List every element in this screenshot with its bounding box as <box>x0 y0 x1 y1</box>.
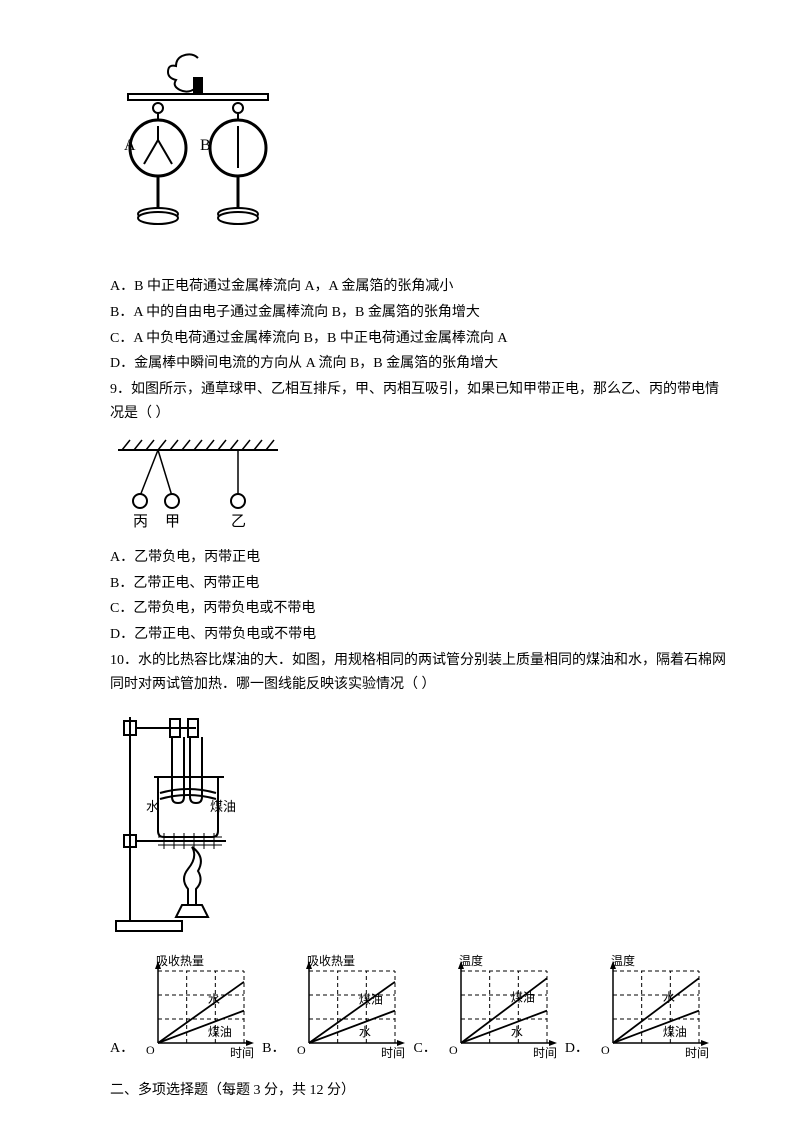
chart-a-label: A． <box>110 1037 134 1061</box>
q9-option-c: C．乙带负电，丙带负电或不带电 <box>110 597 730 621</box>
svg-text:水: 水 <box>208 992 220 1006</box>
svg-text:煤油: 煤油 <box>511 990 535 1004</box>
q8-figure: A B <box>110 50 730 265</box>
chart-d: 温度水煤油O时间 <box>591 949 711 1061</box>
q8-option-d: D．金属棒中瞬间电流的方向从 A 流向 B，B 金属箔的张角增大 <box>110 352 730 376</box>
svg-text:O: O <box>601 1043 610 1057</box>
page-root: A B A．B 中正电荷通过金属棒流向 A，A 金属箔的张角减小 B．A 中的自… <box>0 0 800 1142</box>
electroscope-figure: A B <box>110 50 285 265</box>
apparatus-water-label: 水 <box>146 799 159 814</box>
ball-yi-label: 乙 <box>231 514 246 530</box>
chart-c-group: C． 温度煤油水O时间 <box>413 949 558 1061</box>
q10-chart-row: A． 吸收热量水煤油O时间 B． 吸收热量煤油水O时间 C． 温度煤油水O时间 … <box>110 949 730 1061</box>
q9-option-b: B．乙带正电、丙带正电 <box>110 572 730 596</box>
chart-c: 温度煤油水O时间 <box>439 949 559 1061</box>
q9-figure: 丙 甲 乙 <box>110 436 730 536</box>
q10-apparatus-figure: 水 煤油 <box>110 707 730 937</box>
svg-text:O: O <box>146 1043 155 1057</box>
svg-text:时间: 时间 <box>533 1046 557 1060</box>
chart-d-label: D． <box>565 1037 589 1061</box>
chart-a: 吸收热量水煤油 O 时间 <box>136 949 256 1061</box>
q8-option-a: A．B 中正电荷通过金属棒流向 A，A 金属箔的张角减小 <box>110 275 730 299</box>
svg-text:水: 水 <box>663 990 675 1004</box>
svg-text:煤油: 煤油 <box>359 992 383 1006</box>
svg-text:吸收热量: 吸收热量 <box>156 954 204 968</box>
q8-option-b: B．A 中的自由电子通过金属棒流向 B，B 金属箔的张角增大 <box>110 301 730 325</box>
svg-text:水: 水 <box>359 1025 371 1039</box>
svg-text:煤油: 煤油 <box>663 1025 687 1039</box>
q9-option-d: D．乙带正电、丙带负电或不带电 <box>110 623 730 647</box>
ball-jia-label: 甲 <box>165 514 180 530</box>
svg-text:时间: 时间 <box>381 1046 405 1060</box>
svg-text:O: O <box>297 1043 306 1057</box>
chart-d-group: D． 温度水煤油O时间 <box>565 949 711 1061</box>
q8-option-c: C．A 中负电荷通过金属棒流向 B，B 中正电荷通过金属棒流向 A <box>110 327 730 351</box>
svg-text:O: O <box>449 1043 458 1057</box>
electroscope-b-label: B <box>200 137 211 154</box>
chart-b-label: B． <box>262 1037 285 1061</box>
section-2-title: 二、多项选择题（每题 3 分，共 12 分） <box>110 1079 730 1103</box>
ball-bing-label: 丙 <box>133 514 148 530</box>
svg-text:吸收热量: 吸收热量 <box>307 954 355 968</box>
svg-text:时间: 时间 <box>230 1046 254 1060</box>
q9-option-a: A．乙带负电，丙带正电 <box>110 546 730 570</box>
chart-a-group: A． 吸收热量水煤油 O 时间 <box>110 949 256 1061</box>
pith-ball-figure: 丙 甲 乙 <box>110 436 285 536</box>
chart-b: 吸收热量煤油水 O 时间 <box>287 949 407 1061</box>
apparatus-oil-label: 煤油 <box>210 799 236 814</box>
q9-stem: 9．如图所示，通草球甲、乙相互排斥，甲、丙相互吸引，如果已知甲带正电，那么乙、丙… <box>110 378 730 426</box>
chart-c-label: C． <box>413 1037 436 1061</box>
q10-stem: 10．水的比热容比煤油的大．如图，用规格相同的两试管分别装上质量相同的煤油和水，… <box>110 649 730 697</box>
svg-text:煤油: 煤油 <box>208 1025 232 1039</box>
heating-apparatus: 水 煤油 <box>110 707 270 937</box>
electroscope-a-label: A <box>124 137 136 154</box>
svg-text:时间: 时间 <box>685 1046 709 1060</box>
chart-b-group: B． 吸收热量煤油水 O 时间 <box>262 949 407 1061</box>
svg-text:水: 水 <box>511 1025 523 1039</box>
